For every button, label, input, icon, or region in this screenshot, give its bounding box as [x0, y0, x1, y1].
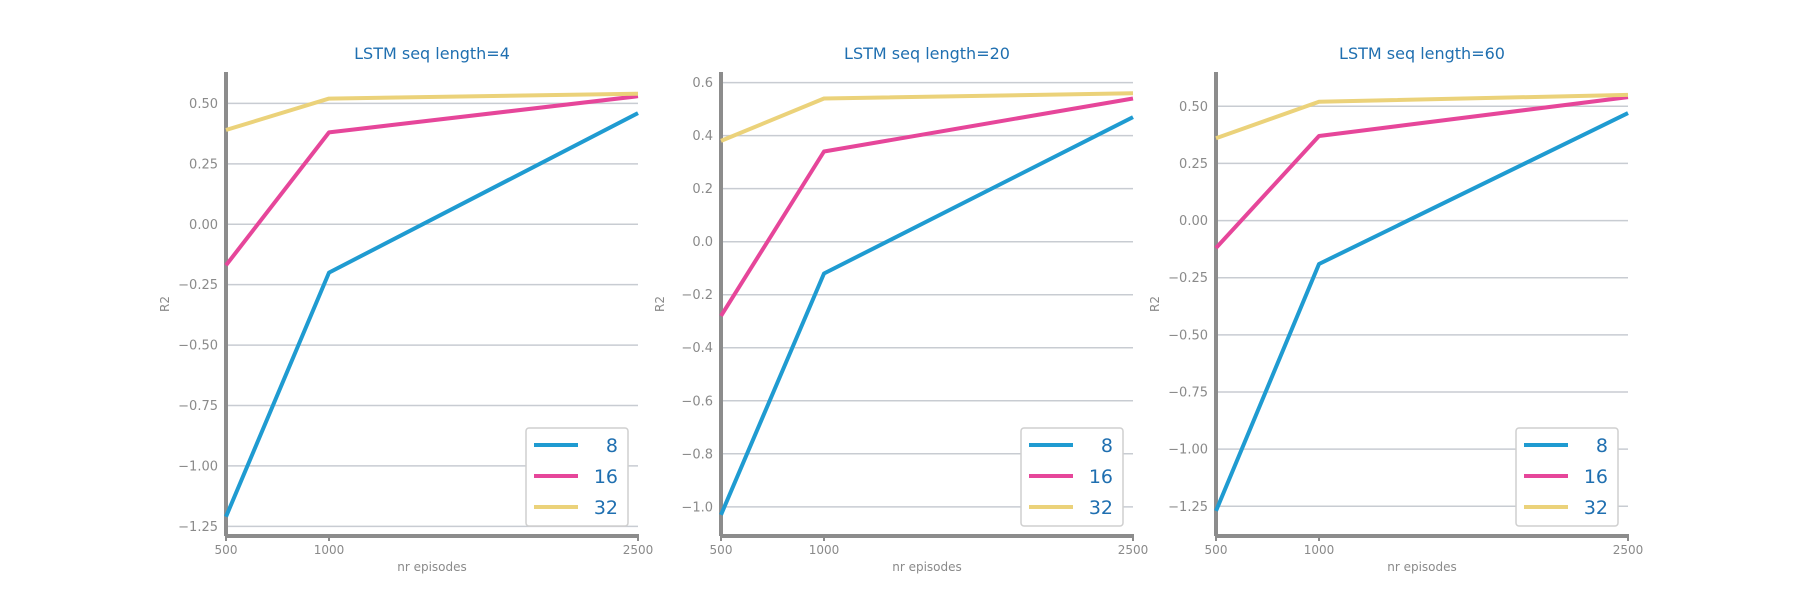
legend-label: 32 — [1584, 497, 1608, 519]
y-tick-label: −0.25 — [178, 278, 218, 293]
y-tick-label: 0.50 — [1179, 100, 1208, 115]
y-tick-label: 0.00 — [1179, 214, 1208, 229]
y-tick-label: 0.4 — [692, 129, 713, 144]
chart-panel-2: LSTM seq length=20 0.6 0.4 0.2 0.0 −0.2 −0.4 −0… — [653, 44, 1148, 574]
y-tick-label: −0.6 — [681, 394, 713, 409]
y-tick-label: −0.4 — [681, 341, 713, 356]
series-line-32 — [720, 91, 1134, 143]
x-tick-label: 500 — [215, 543, 238, 557]
x-tick-label: 2500 — [1613, 543, 1644, 557]
x-tick-label: 1000 — [809, 543, 840, 557]
series-line-32 — [1215, 92, 1629, 141]
legend: 8 16 32 — [1515, 427, 1619, 527]
x-axis-label: nr episodes — [397, 560, 467, 574]
y-axis-label: R2 — [1148, 296, 1162, 312]
x-tick-label: 1000 — [314, 543, 345, 557]
y-tick-label: −0.50 — [178, 339, 218, 354]
x-tick-label: 500 — [1205, 543, 1228, 557]
y-tick-label: 0.2 — [692, 182, 713, 197]
legend: 8 16 32 — [1020, 427, 1124, 527]
legend: 8 16 32 — [525, 427, 629, 527]
chart-panel-3: LSTM seq length=60 0.50 0.25 0.00 −0.25 −0.50… — [1148, 44, 1643, 574]
x-tick-label: 2500 — [623, 543, 654, 557]
x-axis-label: nr episodes — [892, 560, 962, 574]
series-line-8 — [224, 111, 639, 518]
chart-title: LSTM seq length=4 — [354, 44, 510, 63]
y-tick-label: −0.75 — [1168, 386, 1208, 401]
y-tick-label: −1.00 — [178, 459, 218, 474]
y-tick-label: 0.50 — [189, 97, 218, 112]
x-axis-label: nr episodes — [1387, 560, 1457, 574]
chart-title: LSTM seq length=20 — [844, 44, 1010, 63]
x-tick-label: 1000 — [1304, 543, 1335, 557]
chart-panel-1: LSTM seq length=4 0.50 0.25 0.00 −0.25 −0.50 −… — [158, 44, 653, 574]
y-tick-label: 0.25 — [1179, 157, 1208, 172]
x-tick-label: 2500 — [1118, 543, 1149, 557]
series-line-16 — [224, 94, 639, 267]
y-tick-label: 0.00 — [189, 218, 218, 233]
legend-label: 32 — [594, 497, 618, 519]
series-line-16 — [719, 96, 1134, 317]
y-tick-label: −0.75 — [178, 399, 218, 414]
legend-label: 16 — [1089, 466, 1113, 488]
series-line-16 — [1214, 95, 1629, 250]
y-tick-label: −0.25 — [1168, 271, 1208, 286]
series-line-8 — [719, 115, 1134, 516]
y-tick-label: −1.00 — [1168, 443, 1208, 458]
legend-label: 16 — [1584, 466, 1608, 488]
legend-label: 8 — [1101, 435, 1113, 457]
y-tick-label: 0.25 — [189, 157, 218, 172]
series-line-8 — [1214, 111, 1629, 512]
y-tick-label: 0.6 — [692, 76, 713, 91]
legend-label: 8 — [606, 435, 618, 457]
series-line-32 — [225, 91, 639, 132]
y-tick-label: −1.0 — [681, 500, 713, 515]
y-axis-label: R2 — [158, 296, 172, 312]
legend-label: 32 — [1089, 497, 1113, 519]
legend-label: 16 — [594, 466, 618, 488]
x-tick-label: 500 — [710, 543, 733, 557]
y-tick-label: −0.50 — [1168, 328, 1208, 343]
y-tick-label: −1.25 — [178, 520, 218, 535]
y-tick-label: −0.2 — [681, 288, 713, 303]
legend-label: 8 — [1596, 435, 1608, 457]
y-tick-label: −0.8 — [681, 447, 713, 462]
y-tick-label: 0.0 — [692, 235, 713, 250]
y-axis-label: R2 — [653, 296, 667, 312]
chart-title: LSTM seq length=60 — [1339, 44, 1505, 63]
y-tick-label: −1.25 — [1168, 500, 1208, 515]
